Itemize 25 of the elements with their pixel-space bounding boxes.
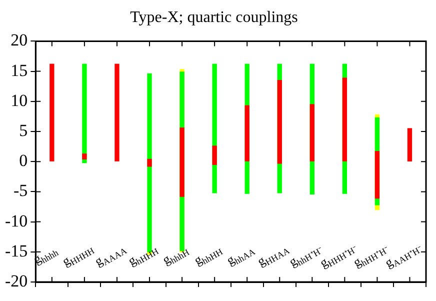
y-tick-label: -20 bbox=[4, 271, 28, 290]
x-tick-label: ghhAA bbox=[224, 246, 258, 268]
chart-title: Type-X; quartic couplings bbox=[130, 8, 298, 26]
bar bbox=[147, 158, 152, 167]
bar bbox=[407, 128, 412, 162]
y-tick-label: 10 bbox=[10, 90, 28, 110]
bar bbox=[374, 151, 380, 199]
y-tick-label: 20 bbox=[10, 30, 28, 50]
bar bbox=[82, 153, 87, 160]
y-tick-label: 0 bbox=[19, 151, 28, 170]
x-tick-label: ghhhH bbox=[160, 246, 192, 268]
bar bbox=[114, 64, 120, 162]
y-tick-label: 15 bbox=[10, 60, 28, 80]
bar bbox=[50, 64, 54, 162]
bar bbox=[212, 146, 217, 165]
y-tick-label: -5 bbox=[13, 181, 28, 200]
bar bbox=[82, 64, 87, 164]
y-tick-label: 5 bbox=[19, 120, 28, 140]
y-tick-label: -15 bbox=[4, 241, 28, 260]
y-tick-label: -10 bbox=[4, 211, 28, 230]
bar bbox=[244, 105, 250, 162]
bar bbox=[310, 104, 314, 162]
bar bbox=[277, 80, 282, 164]
bar bbox=[180, 128, 184, 197]
bar bbox=[342, 78, 348, 162]
